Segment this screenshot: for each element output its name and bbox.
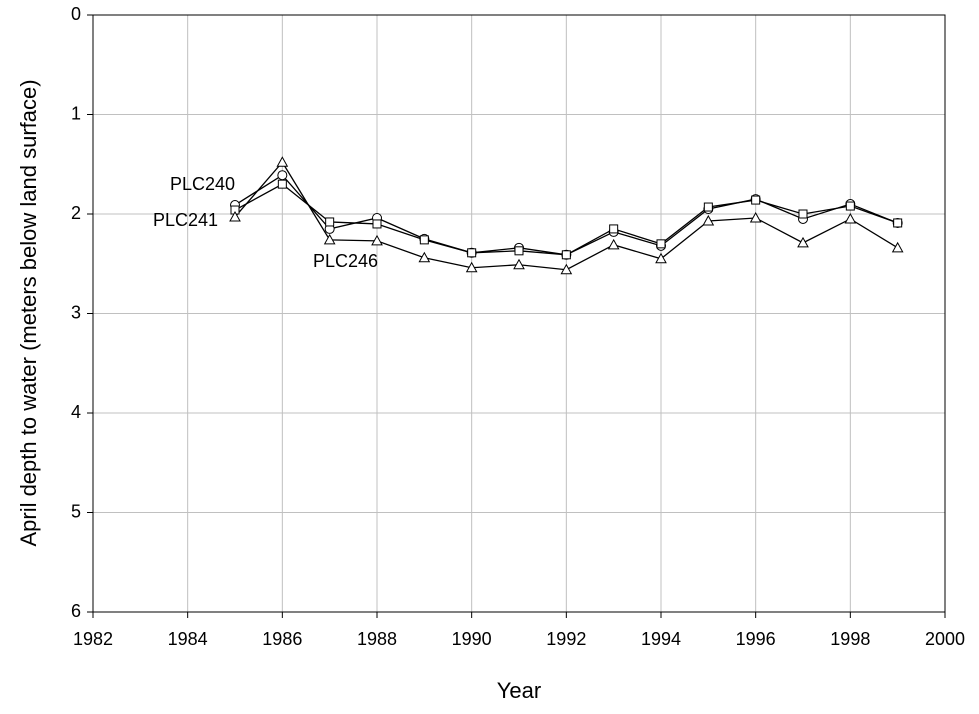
marker	[749, 211, 762, 223]
y-tick-label: 2	[71, 203, 81, 223]
marker	[797, 236, 809, 248]
marker	[371, 234, 383, 246]
y-tick-label: 6	[71, 601, 81, 621]
marker	[702, 214, 715, 226]
y-tick-label: 0	[71, 4, 81, 24]
x-tick-label: 1992	[546, 629, 586, 649]
y-axis-label: April depth to water (meters below land …	[16, 79, 41, 546]
marker	[277, 179, 287, 189]
x-tick-label: 1986	[262, 629, 302, 649]
marker	[514, 246, 524, 256]
series-label: PLC240	[170, 174, 235, 194]
x-tick-label: 1982	[73, 629, 113, 649]
y-tick-label: 5	[71, 501, 81, 521]
marker	[418, 251, 431, 263]
marker	[751, 195, 761, 205]
marker	[229, 210, 241, 222]
marker	[560, 263, 573, 275]
x-tick-label: 1990	[452, 629, 492, 649]
y-tick-label: 3	[71, 302, 81, 322]
marker	[891, 241, 904, 253]
x-tick-label: 1984	[168, 629, 208, 649]
x-tick-label: 1988	[357, 629, 397, 649]
marker	[609, 224, 619, 234]
marker	[844, 212, 857, 224]
marker	[703, 202, 713, 212]
marker	[419, 235, 429, 245]
plot-frame	[92, 14, 946, 613]
x-tick-label: 1994	[641, 629, 681, 649]
x-tick-label: 1998	[830, 629, 870, 649]
marker	[607, 238, 620, 250]
marker	[323, 233, 336, 245]
marker	[893, 218, 903, 228]
marker	[325, 217, 335, 227]
marker	[372, 219, 382, 229]
marker	[656, 239, 666, 249]
marker	[276, 156, 289, 167]
marker	[277, 170, 288, 181]
marker	[467, 248, 477, 258]
x-axis-label: Year	[497, 678, 541, 703]
y-tick-label: 4	[71, 402, 81, 422]
series-label: PLC241	[153, 210, 218, 230]
y-tick-label: 1	[71, 103, 81, 123]
x-tick-label: 2000	[925, 629, 965, 649]
marker	[561, 250, 571, 260]
marker	[465, 261, 478, 273]
marker	[798, 209, 808, 219]
marker	[655, 252, 667, 264]
x-tick-label: 1996	[736, 629, 776, 649]
marker	[513, 258, 525, 270]
marker	[845, 201, 855, 211]
series-label: PLC246	[313, 251, 378, 271]
